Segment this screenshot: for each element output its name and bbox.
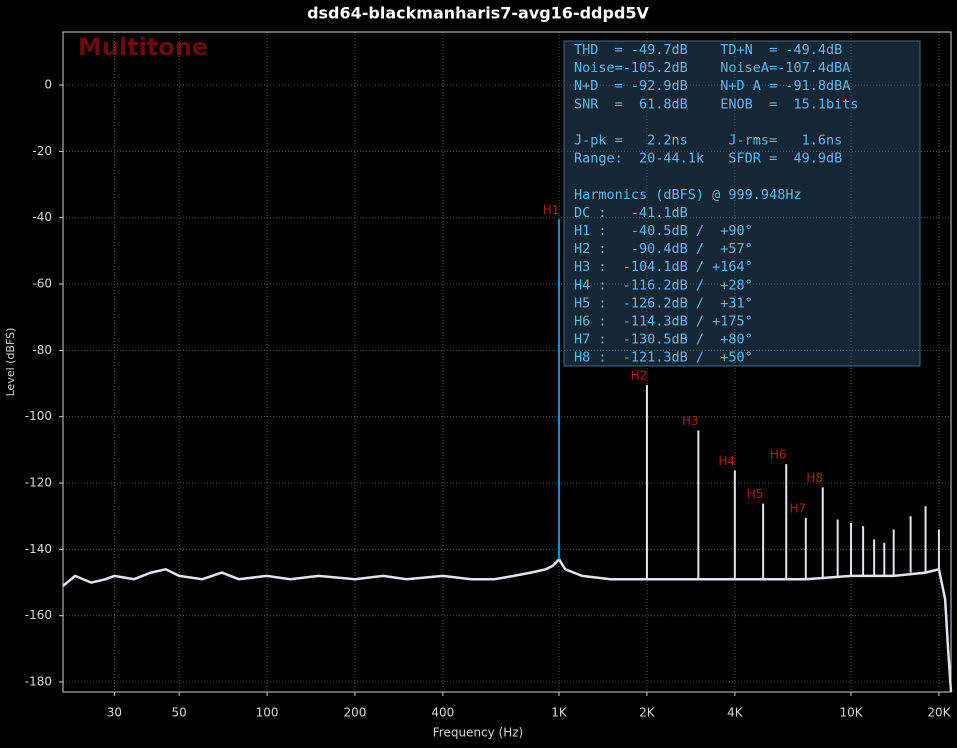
info-line: J-pk = 2.2ns J-rms= 1.6ns: [574, 133, 842, 149]
info-line: H7 : -130.5dB / +80°: [574, 332, 753, 348]
x-axis-label: Frequency (Hz): [433, 726, 524, 740]
x-tick-label: 30: [107, 706, 122, 720]
plot-frame: [62, 31, 952, 693]
y-tick-label: -120: [25, 476, 52, 490]
harmonic-label: H1: [543, 203, 560, 217]
noise-floor: [62, 557, 953, 693]
x-tick-label: 4K: [727, 706, 744, 720]
info-line: DC : -41.1dB: [574, 205, 688, 221]
info-line: H5 : -126.2dB / +31°: [574, 295, 753, 311]
y-tick-label: -160: [25, 608, 52, 622]
x-tick-label: 400: [431, 706, 454, 720]
harmonic-label: H7: [789, 501, 806, 515]
harmonic-label: H3: [682, 414, 699, 428]
x-tick-label: 2K: [639, 706, 656, 720]
info-line: Noise=-105.2dB NoiseA=-107.4dBA: [574, 60, 850, 76]
info-line: H8 : -121.3dB / +50°: [574, 350, 753, 366]
harmonic-label: H6: [770, 448, 787, 462]
info-line: Harmonics (dBFS) @ 999.948Hz: [574, 187, 802, 203]
x-tick-label: 10K: [839, 706, 863, 720]
y-tick-label: -40: [32, 210, 52, 224]
info-line: H2 : -90.4dB / +57°: [574, 241, 753, 257]
harmonic-label: H4: [718, 454, 735, 468]
info-box: [563, 40, 921, 367]
watermark: Multitone: [78, 33, 208, 61]
y-tick-label: -20: [32, 144, 52, 158]
harmonic-label: H2: [631, 368, 648, 382]
y-tick-label: 0: [44, 78, 52, 92]
info-line: H3 : -104.1dB / +164°: [574, 259, 753, 275]
info-line: THD = -49.7dB TD+N = -49.4dB: [574, 42, 842, 58]
info-line: Range: 20-44.1k SFDR = 49.9dB: [574, 151, 842, 167]
y-tick-label: -100: [25, 409, 52, 423]
chart-title: dsd64-blackmanharis7-avg16-ddpd5V: [307, 4, 649, 23]
x-tick-label: 100: [256, 706, 279, 720]
harmonic-label: H5: [747, 487, 764, 501]
info-line: H1 : -40.5dB / +90°: [574, 223, 753, 239]
x-tick-label: 20K: [927, 706, 951, 720]
x-tick-label: 1K: [551, 706, 568, 720]
x-tick-label: 200: [344, 706, 367, 720]
y-tick-label: -60: [32, 277, 52, 291]
grid: [63, 32, 951, 692]
info-line: SNR = 61.8dB ENOB = 15.1bits: [574, 96, 858, 112]
y-tick-label: -140: [25, 542, 52, 556]
info-line: H6 : -114.3dB / +175°: [574, 314, 753, 330]
info-line: H4 : -116.2dB / +28°: [574, 277, 753, 293]
y-tick-label: -180: [25, 675, 52, 689]
y-tick-label: -80: [32, 343, 52, 357]
info-line: N+D = -92.9dB N+D A = -91.8dBA: [574, 78, 850, 94]
plot: H1 H2 H3 H4 H5 H6 H7 H8: [62, 203, 953, 693]
harmonic-label: H8: [806, 471, 823, 485]
x-tick-label: 50: [172, 706, 187, 720]
y-axis-label: Level (dBFS): [4, 328, 17, 397]
